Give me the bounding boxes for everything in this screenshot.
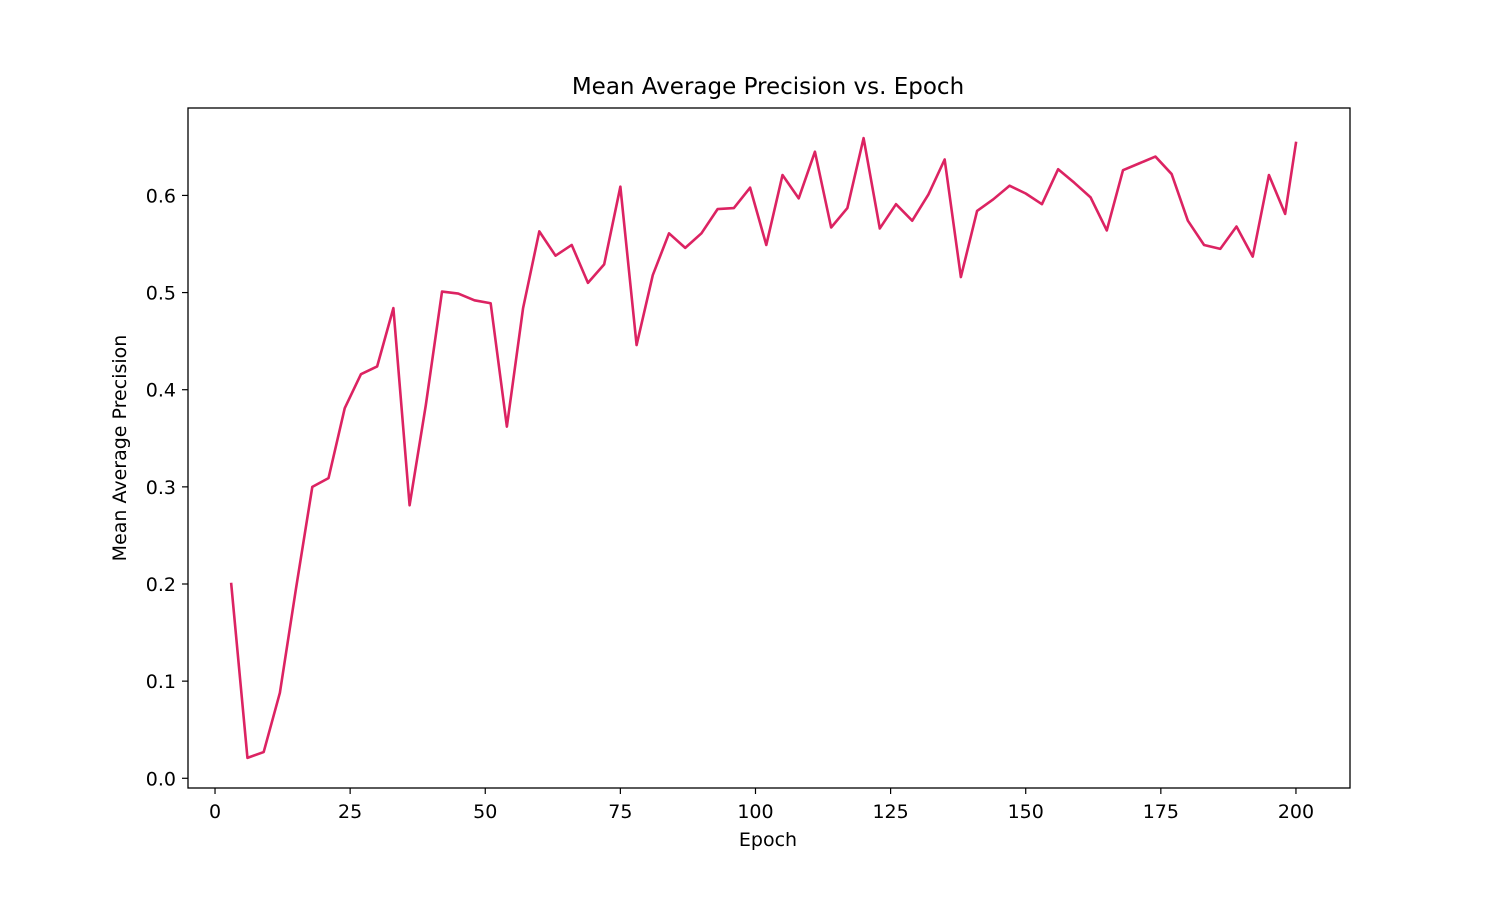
chart-title: Mean Average Precision vs. Epoch bbox=[572, 74, 964, 100]
y-axis: 0.0 0.1 0.2 0.3 0.4 0.5 0.6 bbox=[146, 185, 188, 790]
y-tick-label: 0.4 bbox=[146, 380, 176, 402]
x-tick-label: 50 bbox=[473, 801, 497, 823]
y-tick-label: 0.3 bbox=[146, 477, 176, 499]
plot-area bbox=[229, 136, 1298, 760]
y-tick-label: 0.6 bbox=[146, 185, 176, 207]
y-tick-label: 0.0 bbox=[146, 768, 176, 790]
x-tick-label: 100 bbox=[737, 801, 773, 823]
x-tick-label: 75 bbox=[608, 801, 632, 823]
x-tick-label: 25 bbox=[338, 801, 362, 823]
series-line bbox=[229, 136, 1298, 760]
y-tick-label: 0.2 bbox=[146, 574, 176, 596]
x-tick-label: 150 bbox=[1008, 801, 1044, 823]
x-axis: 0 25 50 75 100 125 150 175 200 bbox=[209, 788, 1314, 823]
x-tick-label: 0 bbox=[209, 801, 221, 823]
x-axis-label: Epoch bbox=[739, 829, 797, 851]
plot-frame bbox=[187, 107, 1351, 789]
x-tick-label: 175 bbox=[1143, 801, 1179, 823]
y-tick-label: 0.5 bbox=[146, 283, 176, 305]
y-tick-label: 0.1 bbox=[146, 671, 176, 693]
x-tick-label: 125 bbox=[872, 801, 908, 823]
x-tick-label: 200 bbox=[1278, 801, 1314, 823]
y-axis-label: Mean Average Precision bbox=[109, 335, 131, 562]
